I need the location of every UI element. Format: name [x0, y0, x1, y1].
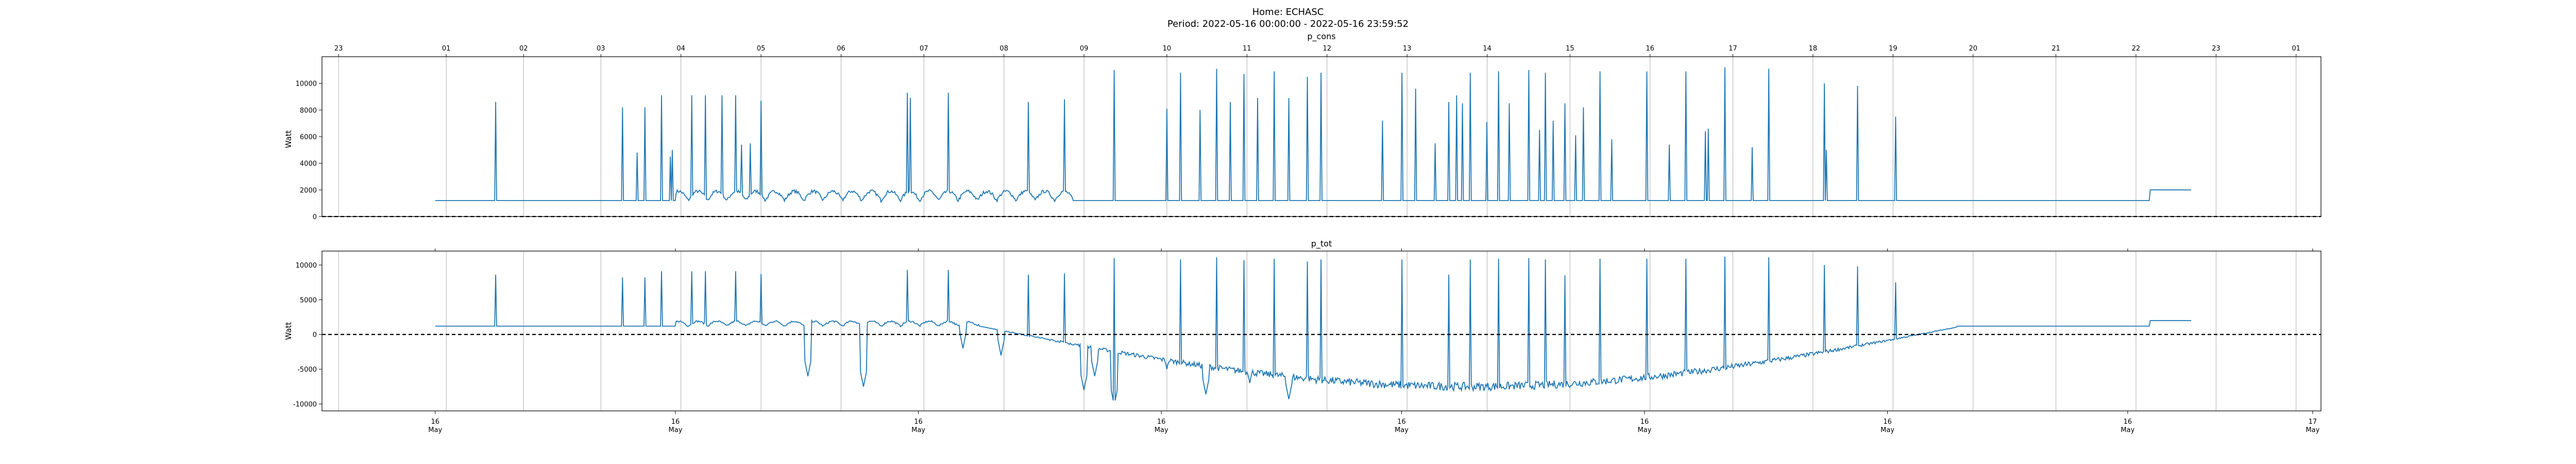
p-tot-ytick-label: -10000: [293, 401, 317, 409]
p-tot-ytick-label: 10000: [296, 262, 317, 270]
p-tot-panel: p_tot Watt -10000-5000050001000016May16M…: [284, 239, 2321, 434]
p-cons-top-tick-label: 14: [1483, 45, 1492, 53]
p-tot-bottom-tick-label: 16: [1640, 418, 1649, 426]
p-cons-top-tick-label: 13: [1403, 45, 1412, 53]
p-cons-top-tick-label: 06: [837, 45, 845, 53]
p-cons-top-tick-label: 21: [2052, 45, 2060, 53]
p-cons-top-tick-label: 03: [597, 45, 605, 53]
figure-title-line1: Home: ECHASC: [1252, 7, 1324, 18]
p-cons-top-tick-label: 12: [1323, 45, 1331, 53]
p-cons-title: p_cons: [1307, 31, 1335, 42]
p-cons-top-tick-label: 01: [442, 45, 451, 53]
p-cons-ytick-label: 2000: [300, 187, 317, 194]
p-tot-title: p_tot: [1311, 239, 1332, 249]
p-cons-ytick-label: 10000: [296, 80, 317, 88]
p-cons-top-tick-label: 04: [676, 45, 685, 53]
p-cons-top-tick-label: 15: [1566, 45, 1574, 53]
p-cons-top-tick-label: 01: [2292, 45, 2300, 53]
p-tot-bottom-tick-label: 16: [2124, 418, 2132, 426]
p-tot-series-line: [435, 256, 2192, 401]
p-cons-top-tick-label: 20: [1969, 45, 1977, 53]
p-tot-bottom-tick-label: May: [911, 426, 925, 434]
p-tot-bottom-tick-label: 16: [914, 418, 923, 426]
p-cons-top-tick-label: 11: [1243, 45, 1251, 53]
p-cons-panel: p_cons Watt 0 2000 4000 6000 8000 10000 23 01 02…: [284, 31, 2321, 221]
p-tot-bottom-tick-label: May: [428, 426, 442, 434]
p-cons-series-line: [435, 67, 2192, 204]
p-tot-bottom-tick-label: May: [1155, 426, 1168, 434]
p-tot-bottom-tick-label: May: [2121, 426, 2134, 434]
p-cons-top-tick-label: 22: [2132, 45, 2141, 53]
p-tot-bottom-tick-label: 16: [1883, 418, 1892, 426]
p-cons-ylabel: Watt: [284, 130, 293, 148]
p-tot-ytick-label: -5000: [297, 366, 317, 374]
p-tot-bottom-tick-label: 16: [431, 418, 439, 426]
p-tot-bottom-tick-label: May: [1638, 426, 1652, 434]
p-tot-ylabel: Watt: [284, 322, 293, 340]
p-cons-top-tick-label: 16: [1646, 45, 1654, 53]
p-tot-ytick-label: 0: [313, 332, 317, 339]
p-tot-bottom-tick-label: May: [1880, 426, 1894, 434]
p-cons-top-tick-label: 17: [1728, 45, 1737, 53]
p-cons-top-tick-label: 08: [999, 45, 1008, 53]
p-cons-top-tick-label: 18: [1809, 45, 1818, 53]
p-cons-top-tick-label: 05: [757, 45, 766, 53]
p-tot-bottom-tick-label: 16: [1157, 418, 1166, 426]
p-cons-ytick-label: 8000: [300, 107, 317, 114]
p-cons-ytick-label: 4000: [300, 160, 317, 168]
p-cons-ytick-label: 6000: [300, 134, 317, 141]
p-tot-bottom-tick-label: 16: [1397, 418, 1406, 426]
p-tot-bottom-tick-label: May: [1395, 426, 1409, 434]
p-tot-axes-frame: [321, 251, 2321, 411]
figure-title-line2: Period: 2022-05-16 00:00:00 - 2022-05-16…: [1167, 19, 1409, 29]
p-tot-bottom-tick-label: 16: [671, 418, 680, 426]
p-cons-top-tick-label: 02: [519, 45, 528, 53]
p-tot-ytick-label: 5000: [300, 296, 317, 304]
p-cons-top-tick-label: 07: [920, 45, 928, 53]
p-cons-top-tick-label: 10: [1163, 45, 1172, 53]
p-tot-bottom-tick-label: May: [669, 426, 683, 434]
p-cons-top-tick-label: 23: [2212, 45, 2221, 53]
p-cons-ytick-label: 0: [313, 213, 317, 221]
p-cons-top-tick-label: 19: [1889, 45, 1897, 53]
p-tot-bottom-tick-label: 17: [2309, 418, 2317, 426]
p-cons-top-tick-label: 23: [334, 45, 343, 53]
p-tot-bottom-tick-label: May: [2306, 426, 2319, 434]
p-cons-top-tick-label: 09: [1080, 45, 1089, 53]
